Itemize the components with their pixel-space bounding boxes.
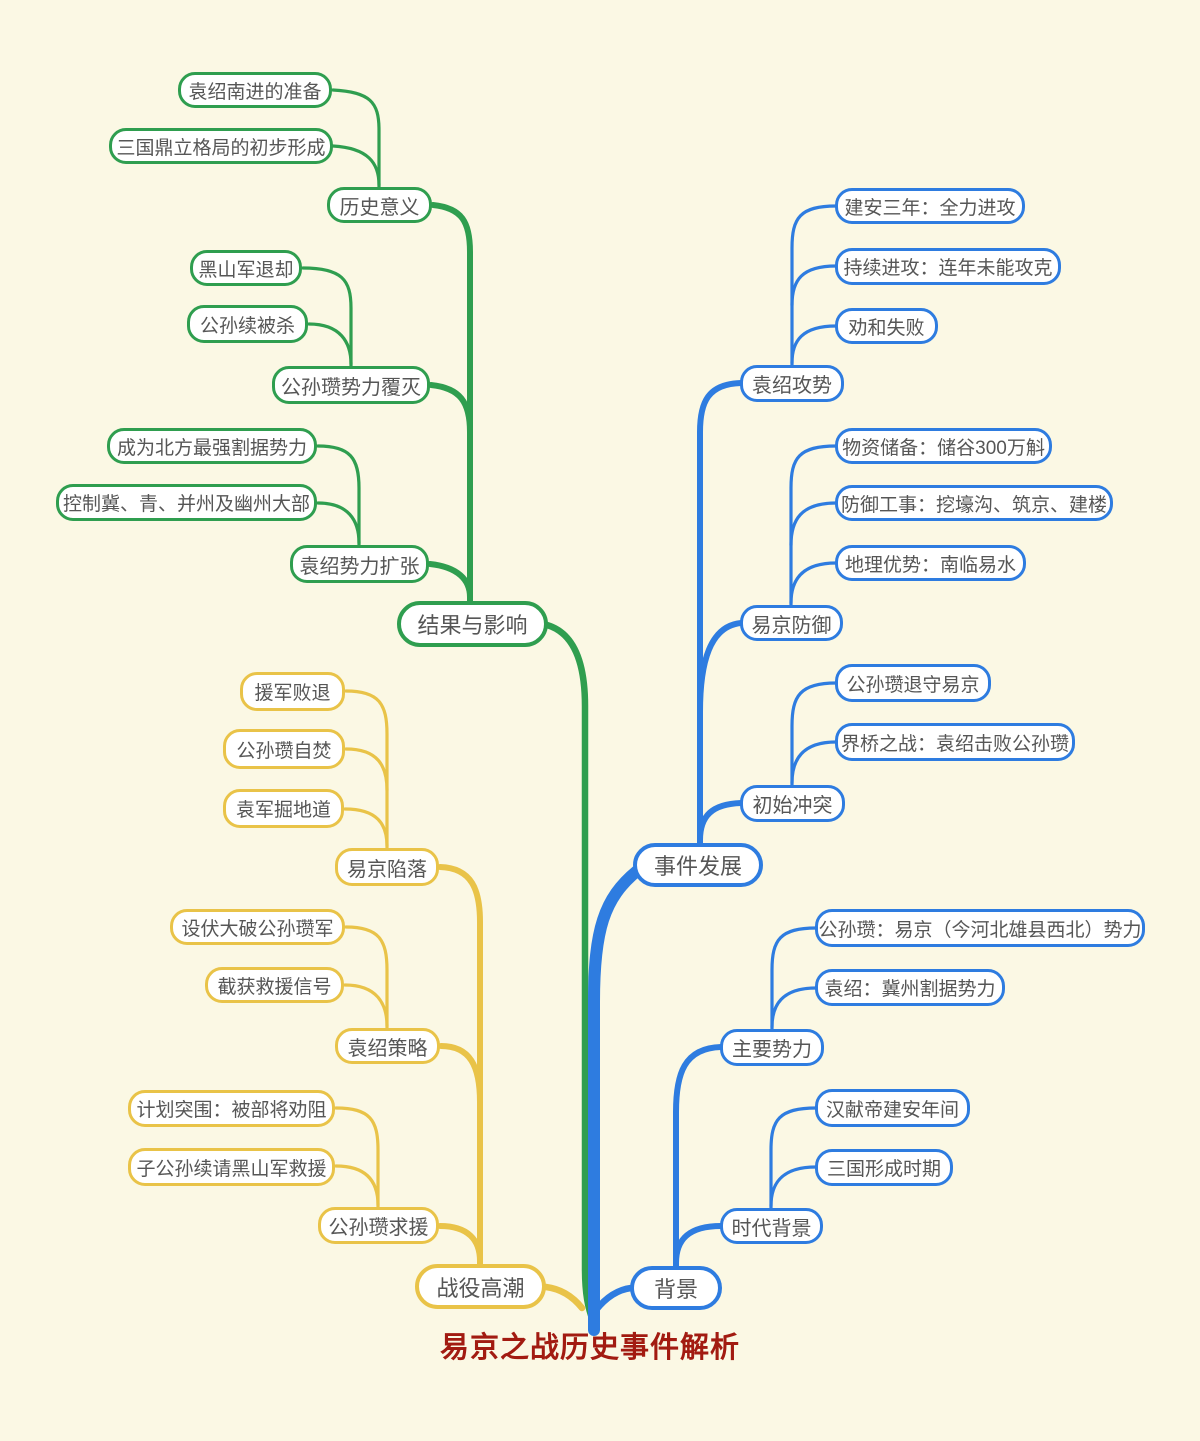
connector-line [428,382,473,435]
connector-line [790,324,838,365]
connector-line [769,1165,818,1208]
connector-line [789,501,838,547]
connector-line [344,747,389,792]
subtopic-initial-conflict[interactable]: 初始冲突 [740,785,845,822]
subtopic-yuanshao-strategy[interactable]: 袁绍策略 [335,1028,440,1064]
connector-line [697,380,744,846]
connector-line [697,620,744,715]
connector-line [427,561,473,600]
subtopic-yijing-fall[interactable]: 易京陷落 [335,848,439,886]
blue-connectors [588,204,838,1336]
connector-line [344,689,389,850]
connector-line [334,1164,380,1207]
leaf-node[interactable]: 公孙瓒退守易京 [835,664,991,702]
connector-line [789,444,838,607]
leaf-node[interactable]: 建安三年：全力进攻 [835,188,1025,224]
leaf-node[interactable]: 三国形成时期 [815,1149,953,1186]
connector-line [673,1223,724,1266]
green-connectors [301,88,597,1325]
map-title: 易京之战历史事件解析 [439,1332,740,1364]
trunk-line [588,865,643,1336]
subtopic-yijing-defense[interactable]: 易京防御 [740,605,843,641]
leaf-node[interactable]: 援军败退 [240,672,345,711]
subtopic-gongsunzan-collapse[interactable]: 公孙瓒势力覆灭 [272,366,430,404]
connector-line [331,88,381,189]
connector-line [789,561,838,605]
subtopic-gongsunzan-seek-help[interactable]: 公孙瓒求援 [318,1207,439,1244]
connector-line [790,204,838,367]
leaf-node[interactable]: 公孙瓒：易京（今河北雄县西北）势力 [815,909,1145,947]
main-node-battle-climax[interactable]: 战役高潮 [415,1264,546,1309]
leaf-node[interactable]: 黑山军退却 [190,250,302,286]
main-node-background[interactable]: 背景 [630,1266,722,1310]
leaf-node[interactable]: 成为北方最强割据势力 [107,428,317,464]
leaf-node[interactable]: 物资储备：储谷300万斛 [835,428,1052,464]
leaf-node[interactable]: 袁绍南进的准备 [178,72,332,108]
connector-line [790,740,838,785]
subtopic-yuanshao-expansion[interactable]: 袁绍势力扩张 [290,545,429,583]
subtopic-historical-significance[interactable]: 历史意义 [327,187,432,223]
leaf-node[interactable]: 防御工事：挖壕沟、筑京、建楼 [835,485,1113,521]
connector-line [790,264,838,307]
connector-line [430,202,473,604]
connector-line [437,1223,483,1264]
leaf-node[interactable]: 劝和失败 [835,308,938,344]
leaf-node[interactable]: 截获救援信号 [205,967,344,1003]
connector-line [770,926,818,1031]
connector-line [344,925,389,1030]
main-node-results-impact[interactable]: 结果与影响 [397,601,548,647]
subtopic-era-background[interactable]: 时代背景 [720,1208,823,1244]
connector-line [790,681,838,787]
subtopic-main-forces[interactable]: 主要势力 [720,1029,824,1066]
connector-line [316,501,361,545]
connector-line [542,1283,586,1312]
leaf-node[interactable]: 控制冀、青、并州及幽州大部 [56,484,317,521]
leaf-node[interactable]: 袁绍：冀州割据势力 [815,969,1005,1006]
leaf-node[interactable]: 公孙瓒自焚 [223,729,345,769]
leaf-node[interactable]: 持续进攻：连年未能攻克 [835,248,1061,285]
connector-line [673,1044,724,1269]
yellow-connectors [334,689,586,1312]
connector-line [769,1106,818,1210]
connector-line [438,1043,483,1105]
leaf-node[interactable]: 地理优势：南临易水 [835,545,1026,581]
leaf-node[interactable]: 计划突围：被部将劝阻 [128,1090,335,1127]
leaf-node[interactable]: 界桥之战：袁绍击败公孙瓒 [835,723,1075,761]
connector-line [331,144,381,187]
leaf-node[interactable]: 设伏大破公孙瓒军 [170,909,345,945]
connector-line [437,864,483,1267]
connector-line [343,807,389,848]
connector-line [307,322,353,366]
leaf-node[interactable]: 袁军掘地道 [223,789,344,828]
subtopic-yuanshao-offensive[interactable]: 袁绍攻势 [740,365,844,402]
connector-line [543,621,597,1325]
main-node-event-development[interactable]: 事件发展 [633,843,763,887]
connector-line [343,983,389,1028]
connector-line [697,800,744,843]
connector-line [301,266,353,368]
connector-line [592,1284,635,1314]
connector-line [334,1106,380,1209]
connector-line [770,986,818,1029]
connector-line [316,444,361,547]
leaf-node[interactable]: 子公孙续请黑山军救援 [128,1148,335,1186]
leaf-node[interactable]: 三国鼎立格局的初步形成 [109,128,333,164]
leaf-node[interactable]: 汉献帝建安年间 [815,1089,970,1127]
leaf-node[interactable]: 公孙续被杀 [187,305,308,343]
